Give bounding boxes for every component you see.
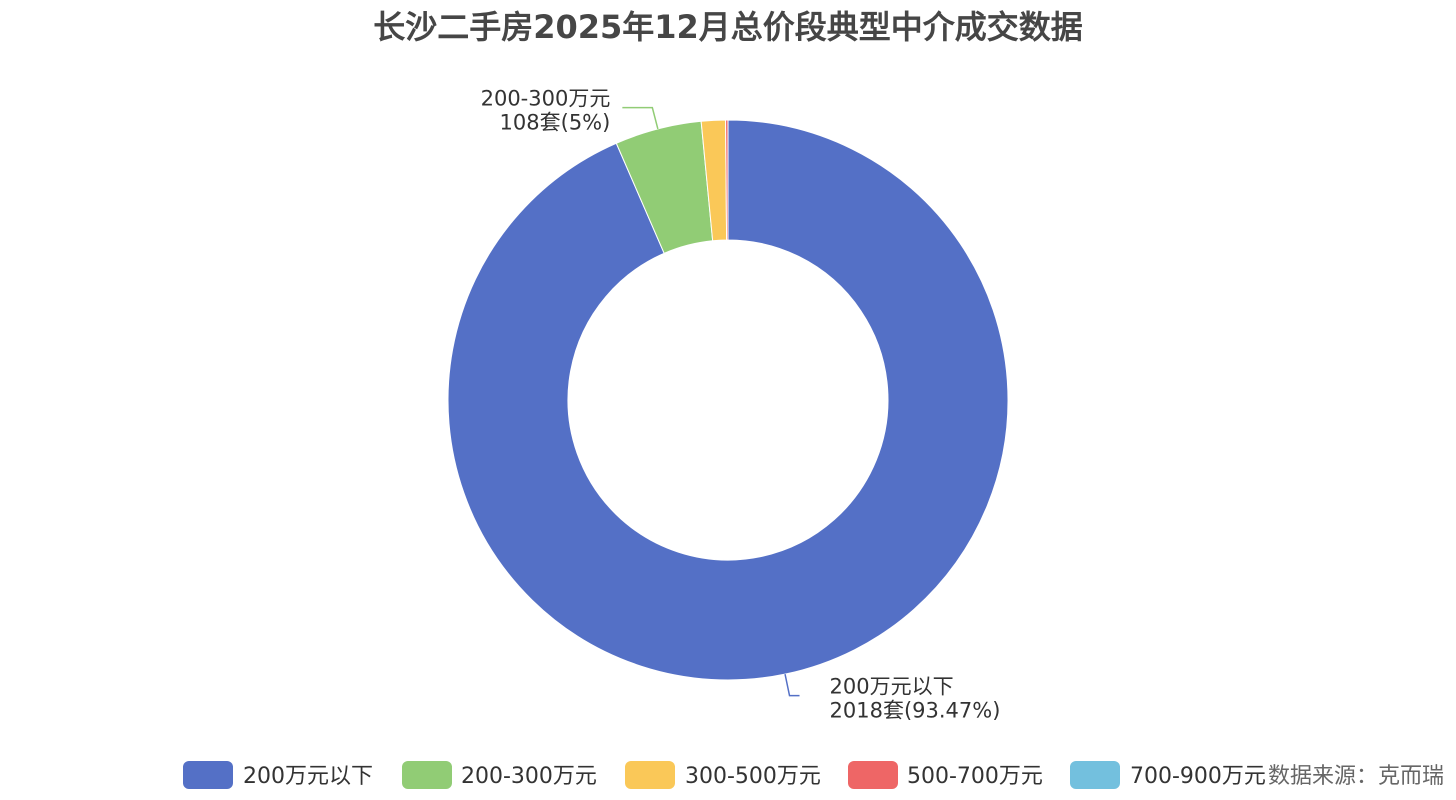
legend-swatch-2[interactable] (625, 761, 675, 789)
legend: 200万元以下 200-300万元 300-500万元 500-700万元 70… (183, 761, 1266, 789)
donut-slices (447, 119, 1009, 681)
slice-label-name-0: 200万元以下 (830, 675, 954, 699)
label-leader-line-0 (784, 673, 800, 697)
legend-swatch-1[interactable] (402, 761, 452, 789)
legend-label-0[interactable]: 200万元以下 (243, 764, 373, 789)
slice-label-detail-1: 108套(5%) (500, 111, 611, 135)
label-leader-line-1 (622, 106, 659, 130)
legend-swatch-0[interactable] (183, 761, 233, 789)
data-source-note: 数据来源：克而瑞 (1268, 764, 1444, 789)
chart-title: 长沙二手房2025年12月总价段典型中介成交数据 (373, 8, 1083, 46)
donut-slice-3[interactable] (725, 119, 729, 241)
slice-label-name-1: 200-300万元 (481, 87, 611, 111)
legend-label-1[interactable]: 200-300万元 (461, 764, 597, 789)
donut-slice-0[interactable] (447, 119, 1009, 681)
legend-label-4[interactable]: 700-900万元 (1130, 764, 1266, 789)
legend-swatch-4[interactable] (1070, 761, 1120, 789)
legend-label-2[interactable]: 300-500万元 (685, 764, 821, 789)
legend-swatch-3[interactable] (848, 761, 898, 789)
slice-label-detail-0: 2018套(93.47%) (830, 699, 1001, 723)
legend-label-3[interactable]: 500-700万元 (907, 764, 1043, 789)
